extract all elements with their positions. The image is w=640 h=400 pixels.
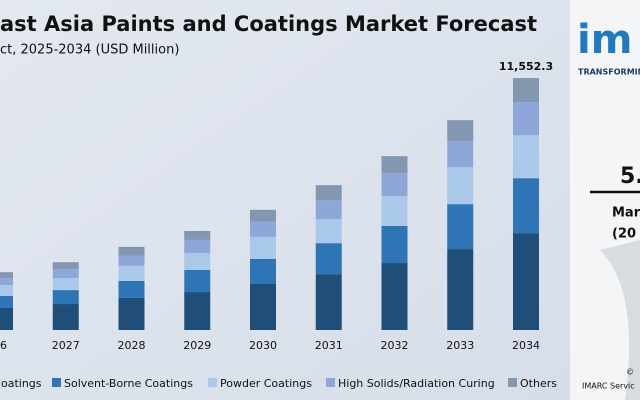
x-tick-label: 2030 xyxy=(249,339,277,352)
stat-label: Mar xyxy=(612,206,640,221)
bar-segment xyxy=(0,285,13,296)
x-tick-label: 2034 xyxy=(512,339,540,352)
x-tick-label: 2033 xyxy=(446,339,474,352)
bar-segment xyxy=(315,185,342,201)
side-panel xyxy=(570,0,640,400)
bar-segment xyxy=(513,178,539,234)
legend-marker xyxy=(208,378,217,387)
copyright: © xyxy=(626,368,634,377)
bar-segment xyxy=(381,225,408,264)
bar-segment xyxy=(118,255,145,266)
bar-segment xyxy=(184,252,211,271)
stat-label: (20 xyxy=(612,227,636,242)
x-tick-label: 2032 xyxy=(381,339,409,352)
chart-subtitle: ct, 2025-2034 (USD Million) xyxy=(0,43,179,58)
bar-segment xyxy=(0,307,13,330)
bar-segment xyxy=(315,200,342,220)
bar-segment xyxy=(513,135,539,179)
bar-segment xyxy=(381,156,408,174)
bar-segment xyxy=(118,265,145,281)
bar-segment xyxy=(381,263,408,330)
bar-segment xyxy=(447,204,474,250)
bar-segment xyxy=(447,167,474,205)
x-tick-label: 2028 xyxy=(118,339,146,352)
bar-segment xyxy=(447,120,474,142)
total-label: 11,552.3 xyxy=(499,60,553,73)
x-tick-label: 2031 xyxy=(315,339,343,352)
legend-label: Powder Coatings xyxy=(220,377,312,390)
bar-segment xyxy=(184,239,211,253)
stat: 5. xyxy=(620,164,640,189)
bar-segment xyxy=(52,278,79,291)
bar-segment xyxy=(447,249,474,330)
logo: im xyxy=(577,17,632,63)
bar-segment xyxy=(184,270,211,293)
legend-label: Solvent-Borne Coatings xyxy=(64,377,193,390)
legend-marker xyxy=(52,378,61,387)
legend-marker xyxy=(326,378,335,387)
bar-segment xyxy=(250,221,276,237)
bar-segment xyxy=(52,290,79,305)
bar-segment xyxy=(250,258,276,284)
bar-segment xyxy=(118,280,145,298)
bar-segment xyxy=(0,295,13,308)
bar-segment xyxy=(250,283,276,330)
decoration xyxy=(600,240,640,400)
bar-segment xyxy=(184,292,211,330)
bar-segment xyxy=(381,196,408,226)
chart-title: ast Asia Paints and Coatings Market Fore… xyxy=(0,12,537,36)
bar-segment xyxy=(513,78,539,103)
legend-label: oatings xyxy=(1,377,42,390)
bar-segment xyxy=(315,219,342,244)
legend-label: Others xyxy=(520,377,557,390)
legend-label: High Solids/Radiation Curing xyxy=(338,377,495,390)
bar-segment xyxy=(250,209,276,222)
legend-marker xyxy=(508,378,517,387)
background xyxy=(0,0,570,400)
bar-segment xyxy=(315,274,342,330)
bar-segment xyxy=(52,304,79,330)
x-tick-label: 2027 xyxy=(52,339,80,352)
bar-segment xyxy=(513,233,539,330)
bar-segment xyxy=(118,246,145,256)
x-tick-label: 26 xyxy=(0,339,7,352)
bar-segment xyxy=(52,262,79,270)
bar-segment xyxy=(315,243,342,275)
bar-segment xyxy=(381,173,408,197)
bar-segment xyxy=(0,278,13,286)
source: IMARC Servic xyxy=(582,382,635,391)
bar-segment xyxy=(513,102,539,136)
bar-segment xyxy=(447,141,474,168)
bar-segment xyxy=(250,236,276,259)
tagline: TRANSFORMING xyxy=(578,68,640,77)
bar-segment xyxy=(0,272,13,279)
bar-segment xyxy=(118,297,145,330)
x-tick-label: 2029 xyxy=(183,339,211,352)
bar-segment xyxy=(52,269,79,279)
bar-segment xyxy=(184,230,211,240)
